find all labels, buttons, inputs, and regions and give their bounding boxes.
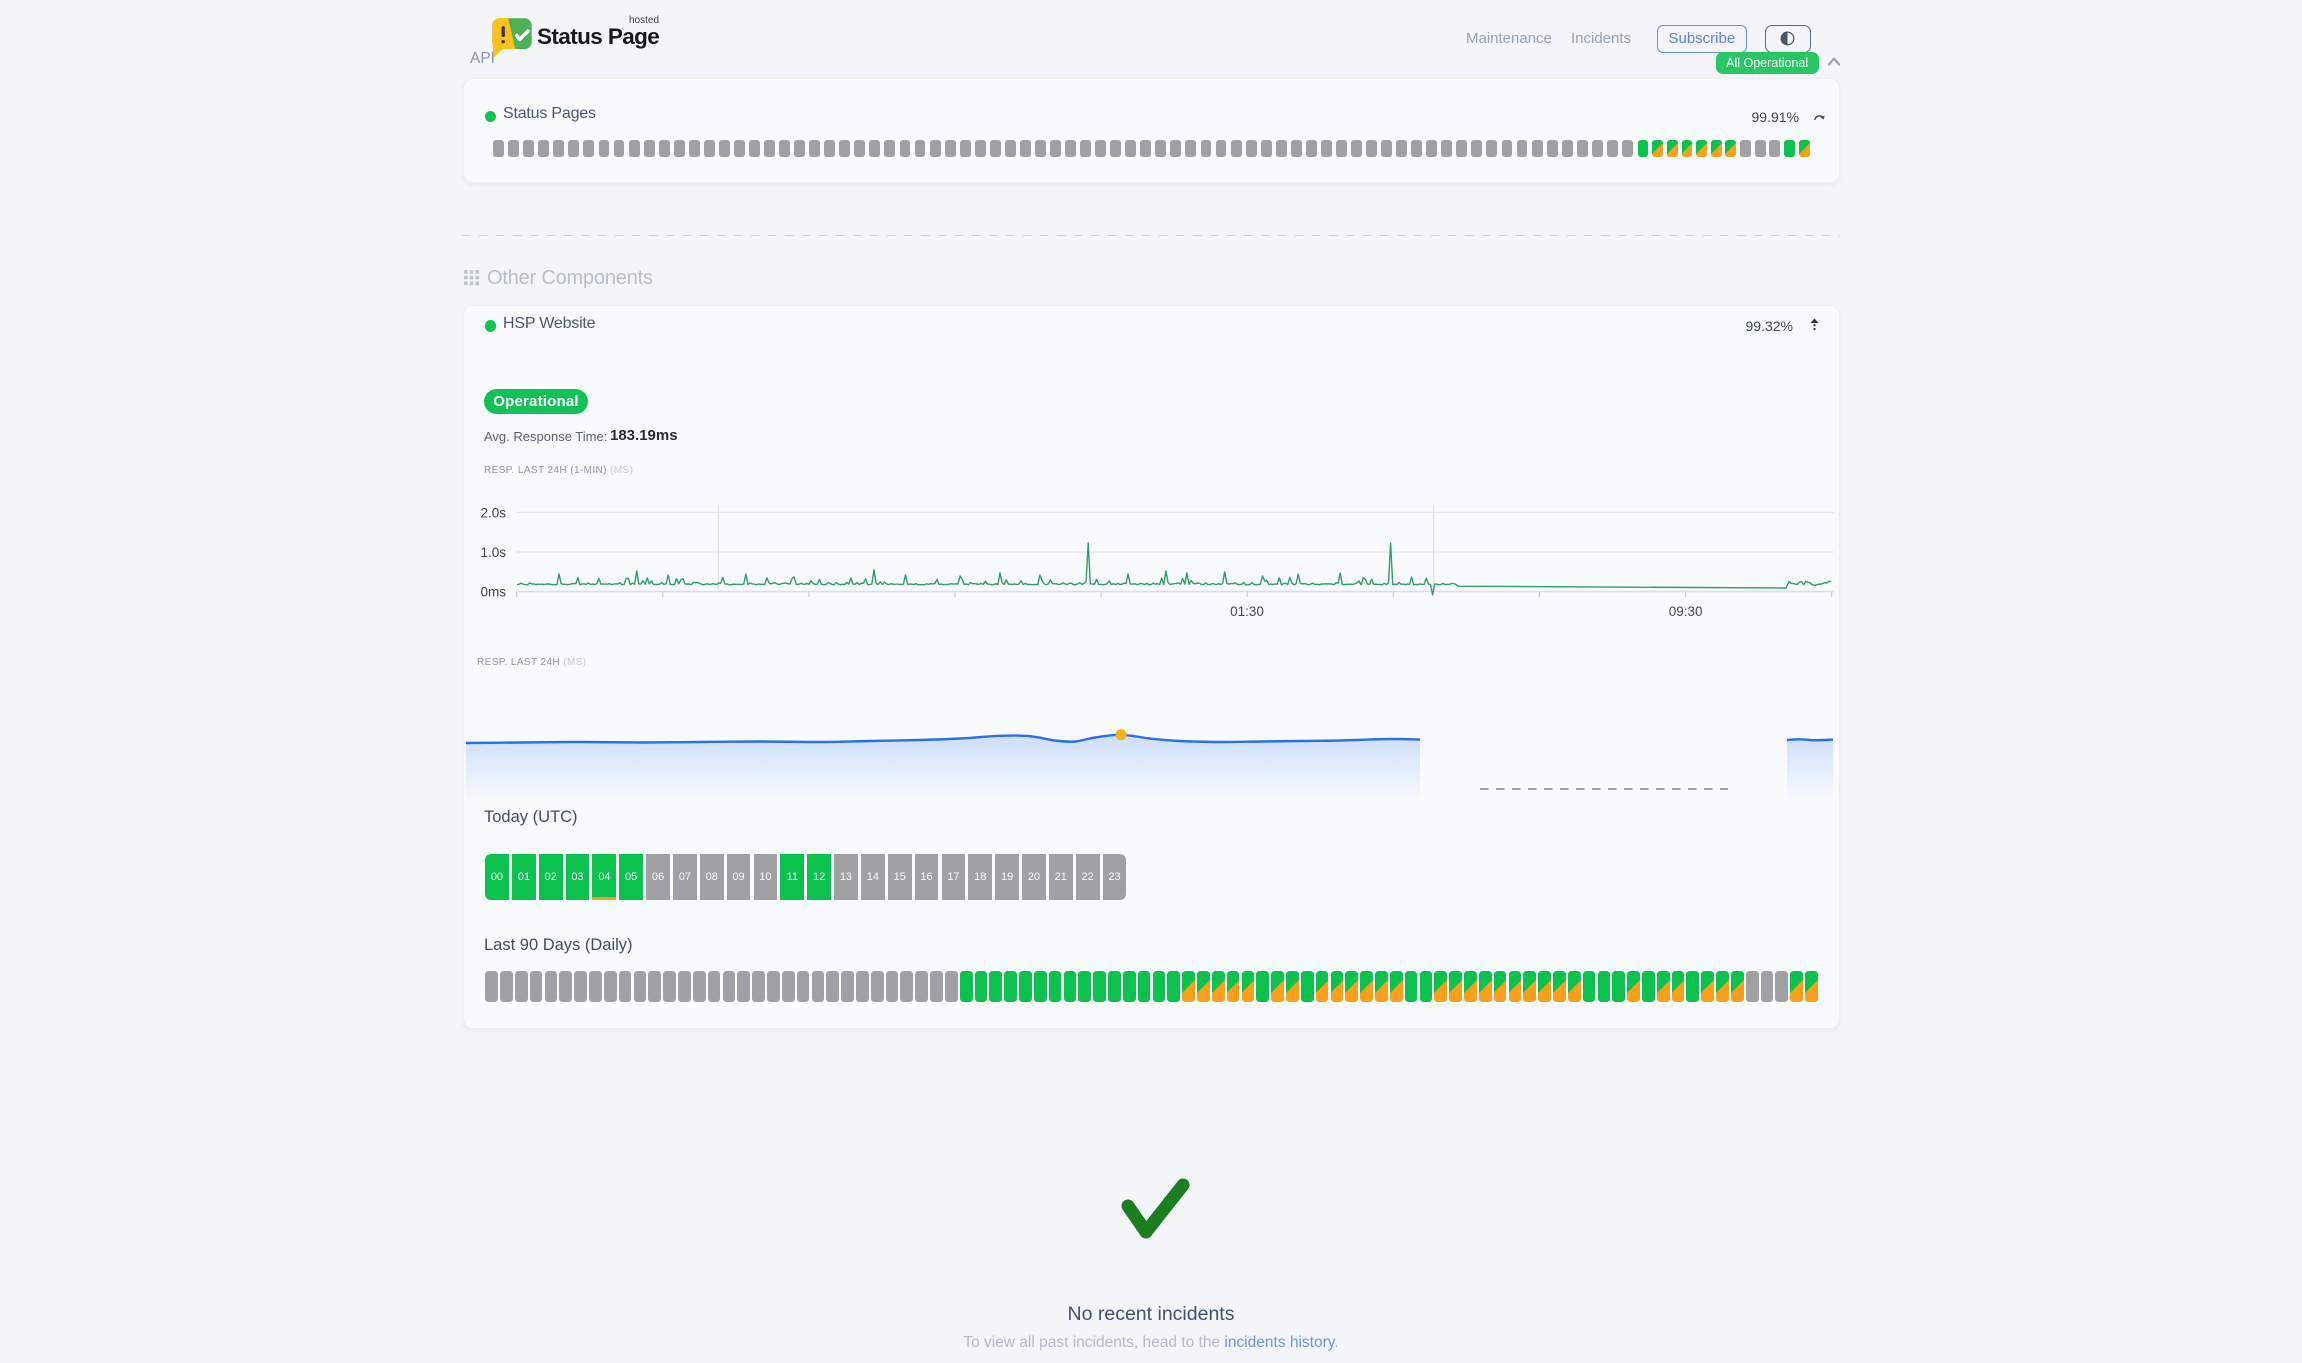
svg-text:09:30: 09:30 [1669,604,1703,619]
svg-text:0ms: 0ms [480,585,506,600]
svg-text:01:30: 01:30 [1230,604,1264,619]
svg-text:1.0s: 1.0s [480,545,506,560]
svg-text:2.0s: 2.0s [480,506,506,521]
